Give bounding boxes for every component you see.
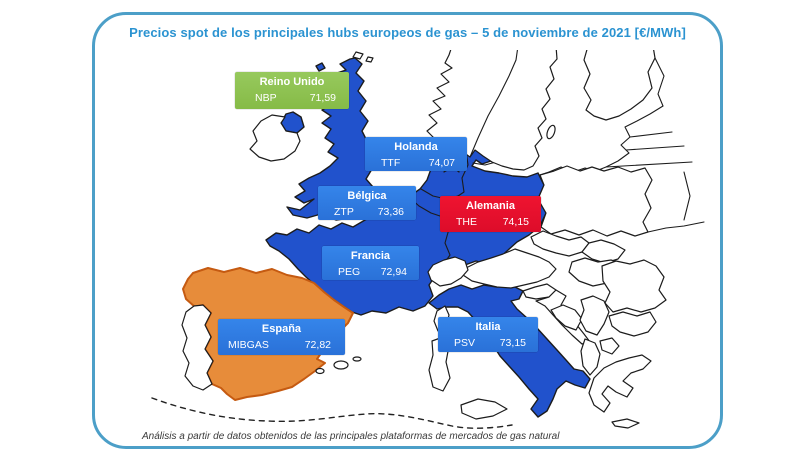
hub-code: PSV <box>454 337 476 349</box>
country-romania <box>601 259 667 313</box>
country-albania <box>580 338 601 376</box>
hub-price: 73,36 <box>377 206 404 218</box>
footer-note: Análisis a partir de datos obtenidos de … <box>142 431 560 442</box>
coast-north-africa <box>151 397 513 429</box>
country-austria <box>462 248 557 289</box>
country-serbia <box>579 295 610 336</box>
mallorca-island <box>333 360 349 370</box>
hub-price: 71,59 <box>309 92 336 104</box>
hub-code: THE <box>456 216 477 228</box>
europe-map-svg <box>151 50 705 429</box>
hub-code: PEG <box>338 266 361 278</box>
border-norway-sweden <box>469 50 518 158</box>
hub-price: 74,07 <box>428 157 455 169</box>
orkney-shetland-islands <box>352 51 374 63</box>
hub-code: ZTP <box>334 206 354 218</box>
hub-country-name: Reino Unido <box>259 76 325 88</box>
country-portugal <box>181 304 214 391</box>
hub-country-name: España <box>261 323 302 335</box>
hub-price: 72,82 <box>304 339 331 351</box>
country-bosnia <box>550 304 583 331</box>
country-greece <box>588 354 652 413</box>
hub-label-espana: España MIBGAS 72,82 <box>218 319 345 355</box>
ibiza-island <box>315 367 325 375</box>
country-finland <box>583 50 656 121</box>
hub-code: NBP <box>255 92 277 104</box>
country-ireland <box>249 114 301 162</box>
hub-price: 73,15 <box>499 337 526 349</box>
hub-price: 74,15 <box>502 216 529 228</box>
gotland-island <box>546 124 556 140</box>
hub-country-name: Italia <box>475 321 501 333</box>
hub-label-alemania: Alemania THE 74,15 <box>440 196 541 232</box>
border-lithuania-belarus <box>605 161 693 168</box>
border-netherlands-germany <box>457 149 469 197</box>
hub-price: 72,94 <box>380 266 407 278</box>
hub-label-holanda: Holanda TTF 74,07 <box>365 137 467 171</box>
country-bulgaria <box>608 311 657 337</box>
hub-country-name: Alemania <box>466 200 515 212</box>
hub-code: MIBGAS <box>228 339 269 351</box>
hub-label-reino-unido: Reino Unido NBP 71,59 <box>235 72 349 109</box>
border-east-region <box>683 171 691 221</box>
country-slovakia <box>581 239 626 264</box>
hub-label-belgica: Bélgica ZTP 73,36 <box>318 186 416 220</box>
menorca-island <box>352 356 362 362</box>
crete-island <box>611 418 640 429</box>
hub-code: TTF <box>381 157 401 169</box>
country-switzerland <box>427 256 469 287</box>
border-germany-denmark <box>472 161 497 166</box>
hub-country-name: Holanda <box>394 141 438 153</box>
hub-label-italia: Italia PSV 73,15 <box>438 317 538 352</box>
border-belarus-ukraine <box>647 221 705 233</box>
hub-label-francia: Francia PEG 72,94 <box>322 246 419 280</box>
border-finland-russia <box>654 57 665 107</box>
hub-country-name: Francia <box>350 250 391 262</box>
country-poland <box>537 165 653 237</box>
border-estonia-latvia <box>629 131 673 138</box>
hub-country-name: Bélgica <box>347 190 387 202</box>
page-title: Precios spot de los principales hubs eur… <box>129 25 686 40</box>
sicily-island <box>460 398 508 420</box>
country-macedonia <box>599 337 620 355</box>
border-latvia-lithuania <box>625 145 685 151</box>
europe-map <box>100 50 718 430</box>
